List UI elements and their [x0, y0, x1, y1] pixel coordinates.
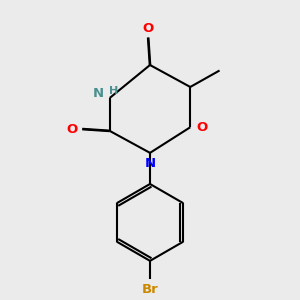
- Text: Br: Br: [142, 283, 158, 296]
- Text: O: O: [196, 121, 208, 134]
- Text: H: H: [109, 85, 118, 96]
- Text: N: N: [144, 157, 156, 169]
- Text: O: O: [142, 22, 154, 35]
- Text: N: N: [93, 87, 104, 100]
- Text: O: O: [66, 123, 78, 136]
